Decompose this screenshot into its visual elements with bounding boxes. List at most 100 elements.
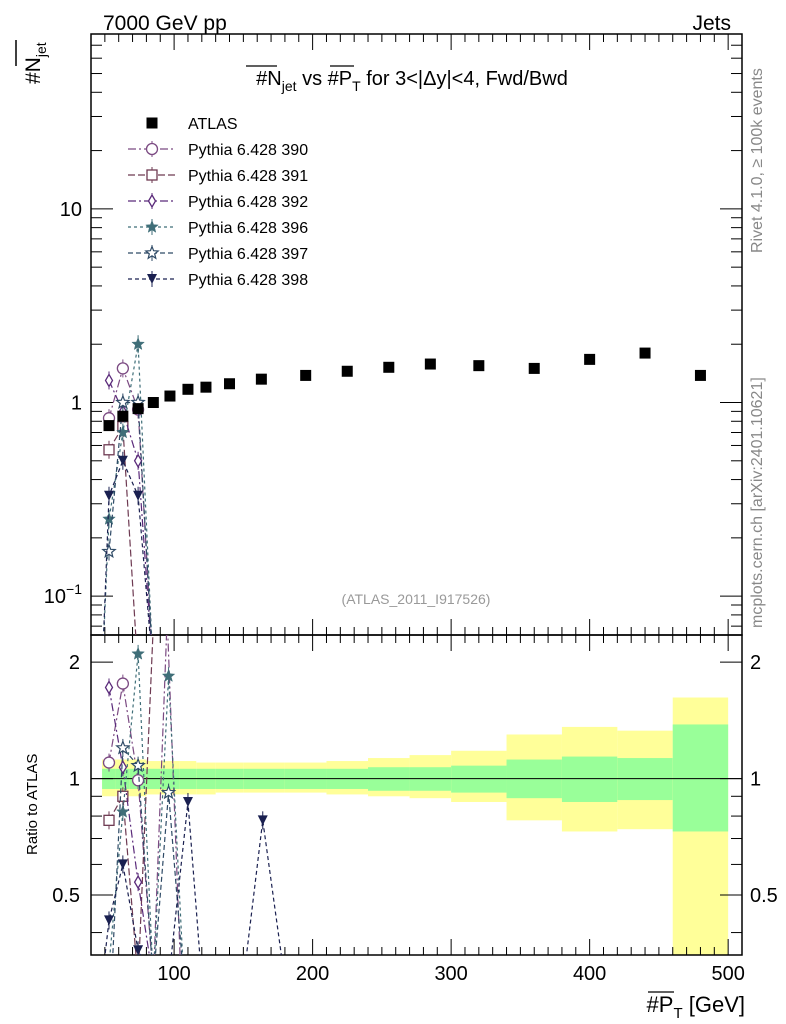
ratio-point-p391 [133, 976, 143, 986]
ratio-point-p398 [97, 976, 107, 986]
ratio-line-p398 [104, 801, 282, 955]
axis-ticks [91, 33, 743, 955]
band-inner [672, 724, 729, 832]
ratio-point-p390 [102, 756, 116, 769]
jets-label: Jets [692, 12, 731, 35]
main-line-p396 [103, 344, 153, 635]
main-y-tick-label: 10 [60, 199, 82, 221]
ratio-point-p396 [103, 958, 115, 970]
ratio-y-tick-label-right: 0.5 [750, 885, 778, 907]
ratio-point-p392 [150, 975, 157, 987]
main-point-p392 [104, 373, 114, 388]
main-point-data [224, 378, 236, 390]
ratio-point-p391 [117, 790, 129, 802]
mcplots-label: mcplots.cern.ch [arXiv:2401.10621] [749, 377, 766, 628]
ratio-point-p392 [133, 874, 143, 890]
ratio-point-p398 [182, 796, 193, 807]
main-point-p398 [104, 490, 115, 501]
main-point-data [200, 381, 212, 393]
legend-marker-p396 [145, 219, 159, 233]
main-point-data [341, 365, 353, 377]
ratio-point-p398 [238, 976, 248, 986]
ratio-point-p398 [104, 915, 115, 926]
rivet-label: Rivet 4.1.0, ≥ 100k events [749, 68, 766, 253]
main-point-p396 [102, 511, 116, 525]
main-point-data [147, 397, 159, 409]
legend-label-p398: Pythia 6.428 398 [188, 272, 308, 289]
main-ylabel-sub: jet [33, 42, 49, 58]
main-point-data [255, 373, 267, 385]
analysis-watermark: (ATLAS_2011_I917526) [342, 591, 491, 607]
main-point-data [528, 362, 540, 374]
ratio-series [96, 635, 290, 987]
ratio-point-p398 [197, 976, 207, 986]
main-y-tick-label: 1 [71, 393, 82, 415]
main-point-data [639, 347, 651, 359]
ratio-point-p397 [130, 757, 146, 773]
legend-marker-p392 [147, 193, 157, 209]
main-point-data [424, 358, 436, 370]
x-tick-label: 100 [157, 963, 190, 985]
legend-marker-data [146, 117, 158, 129]
title-part-c: for 3<|Δy|<4, Fwd/Bwd [361, 68, 568, 90]
title-part-a-sub: jet [281, 78, 297, 94]
ratio-point-p397 [160, 784, 177, 800]
ratio-bands [102, 697, 729, 955]
ratio-point-p391 [103, 814, 115, 826]
ratio-frame [90, 634, 743, 956]
ratio-line-p397 [112, 746, 183, 955]
title-part-b: vs #P [297, 68, 353, 90]
x-tick-label: 400 [573, 963, 606, 985]
main-y-tick-label: 10−1 [44, 581, 82, 608]
ratio-point-p396 [131, 646, 145, 660]
main-point-data [473, 360, 485, 372]
ratio-point-p396 [96, 974, 108, 986]
main-ylabel: #Njet [22, 42, 49, 84]
xlabel-main: #P [647, 992, 674, 1017]
ratio-point-p398 [257, 815, 268, 826]
legend-marker-p398 [147, 274, 157, 284]
band-inner [561, 756, 618, 802]
legend-marker-p391 [146, 169, 158, 181]
ratio-point-p398 [117, 859, 128, 870]
main-point-p396 [116, 425, 130, 439]
main-point-data [164, 390, 176, 402]
energy-label: 7000 GeV pp [103, 12, 227, 35]
main-line-p390 [108, 366, 152, 635]
ratio-point-p396 [161, 668, 176, 682]
legend-label-data: ATLAS [188, 116, 238, 133]
ratio-y-tick-label-right: 1 [750, 769, 761, 791]
ratio-y-tick-label: 0.5 [52, 885, 80, 907]
main-line-p392 [108, 380, 152, 635]
ratio-point-p390 [116, 677, 130, 690]
main-point-p398 [117, 455, 128, 466]
x-tick-label: 300 [434, 963, 467, 985]
ratio-y-tick-label: 2 [69, 652, 80, 674]
axis-tick-labels: 100 200 300 400 500 10 1 10−1 0.5 0.5 1 1 2 2 [44, 199, 778, 985]
ratio-point-p396 [116, 804, 130, 818]
ratio-point-p398 [280, 976, 290, 986]
ratio-y-tick-label-right: 2 [750, 652, 761, 674]
x-tick-label: 500 [711, 963, 744, 985]
legend-label-p396: Pythia 6.428 396 [188, 220, 308, 237]
main-point-p398 [133, 490, 144, 501]
main-point-data [117, 410, 129, 422]
plot-title: #Njet vs #PT for 3<|Δy|<4, Fwd/Bwd [256, 68, 568, 94]
legend-label-p392: Pythia 6.428 392 [188, 194, 308, 211]
ratio-ylabel: Ratio to ATLAS [24, 754, 41, 855]
ratio-point-p392 [118, 759, 128, 775]
main-point-data [132, 403, 144, 415]
main-point-p396 [131, 337, 145, 351]
main-point-data [182, 383, 194, 395]
xlabel-unit: [GeV] [683, 992, 745, 1017]
ratio-point-p398 [133, 945, 144, 955]
main-point-data [383, 361, 395, 373]
main-point-p391 [103, 444, 115, 456]
main-point-data [103, 420, 115, 432]
main-point-data [300, 369, 312, 381]
band-inner [451, 765, 507, 793]
ratio-point-p397 [115, 739, 131, 755]
ratio-line-p392 [108, 687, 150, 955]
